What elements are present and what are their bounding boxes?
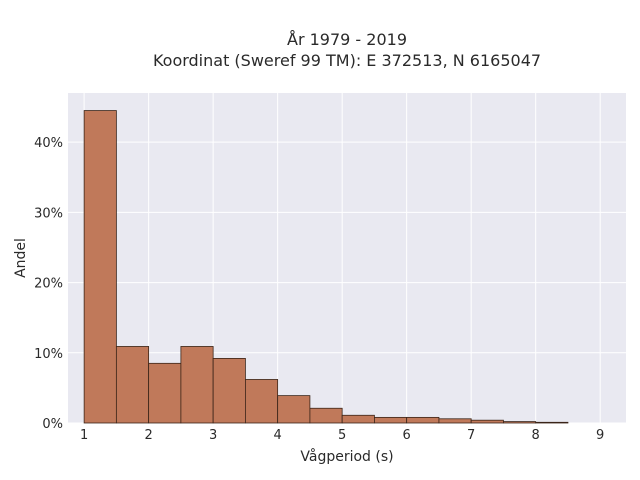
- histogram-bar: [180, 346, 214, 424]
- bars: [83, 110, 569, 424]
- histogram-bar: [244, 379, 279, 424]
- chart-title-line1: År 1979 - 2019: [287, 30, 407, 49]
- chart-title-line2: Koordinat (Sweref 99 TM): E 372513, N 61…: [153, 51, 541, 70]
- x-tick-label: 9: [596, 428, 604, 443]
- y-tick-label: 30%: [34, 206, 63, 221]
- y-axis-ticks: 0% 10% 20% 30% 40%: [34, 136, 63, 432]
- histogram-bar: [470, 419, 504, 424]
- histogram-bar: [212, 358, 246, 424]
- x-tick-label: 2: [144, 428, 152, 443]
- x-axis-label: Vågperiod (s): [300, 448, 393, 465]
- histogram-bar: [341, 414, 375, 424]
- histogram-bar: [83, 110, 117, 424]
- histogram-bar: [438, 418, 472, 424]
- x-tick-label: 6: [403, 428, 411, 443]
- y-tick-label: 20%: [34, 277, 63, 292]
- histogram-bar: [148, 362, 182, 424]
- x-tick-label: 5: [338, 428, 346, 443]
- histogram-bar: [535, 421, 569, 424]
- y-tick-label: 10%: [34, 347, 63, 362]
- x-tick-label: 1: [80, 428, 88, 443]
- x-tick-label: 7: [467, 428, 475, 443]
- y-tick-label: 0%: [42, 417, 63, 432]
- histogram-bar: [406, 416, 440, 424]
- y-tick-label: 40%: [34, 136, 63, 151]
- histogram-bar: [115, 346, 150, 424]
- x-tick-label: 3: [209, 428, 217, 443]
- histogram-bar: [503, 421, 537, 424]
- histogram-bar: [374, 416, 408, 424]
- histogram-bar: [277, 395, 311, 424]
- x-tick-label: 4: [274, 428, 282, 443]
- x-axis-ticks: 1 2 3 4 5 6 7 8 9: [80, 428, 604, 443]
- x-tick-label: 8: [532, 428, 540, 443]
- histogram-bar: [309, 407, 343, 424]
- y-axis-label: Andel: [13, 238, 29, 278]
